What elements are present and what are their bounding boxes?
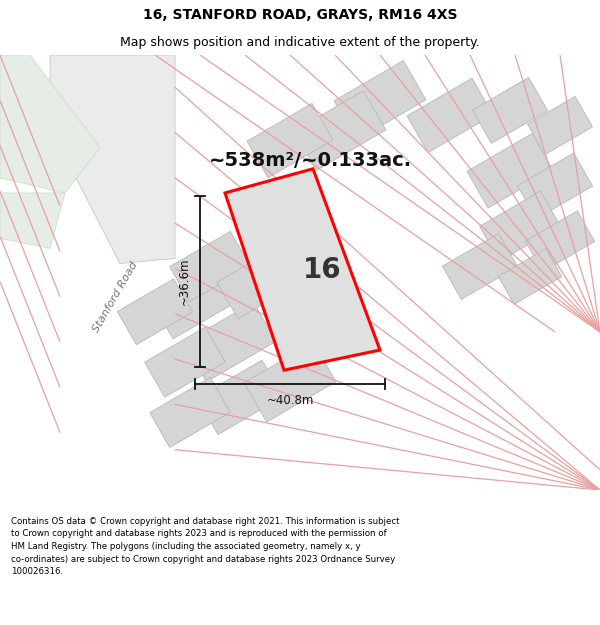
- Polygon shape: [170, 231, 250, 301]
- Polygon shape: [152, 264, 238, 339]
- Text: Stanford Road: Stanford Road: [91, 259, 139, 334]
- Polygon shape: [517, 153, 593, 219]
- Polygon shape: [0, 55, 100, 193]
- Polygon shape: [145, 327, 226, 397]
- Text: ~40.8m: ~40.8m: [266, 394, 314, 407]
- Polygon shape: [0, 193, 65, 248]
- Polygon shape: [525, 211, 595, 272]
- Text: 16, STANFORD ROAD, GRAYS, RM16 4XS: 16, STANFORD ROAD, GRAYS, RM16 4XS: [143, 8, 457, 22]
- Polygon shape: [294, 91, 386, 170]
- Polygon shape: [149, 378, 230, 448]
- Polygon shape: [498, 249, 562, 304]
- Polygon shape: [118, 279, 193, 345]
- Text: ~36.6m: ~36.6m: [178, 258, 191, 305]
- Polygon shape: [225, 169, 380, 370]
- Polygon shape: [527, 96, 593, 154]
- Polygon shape: [467, 134, 553, 208]
- Polygon shape: [197, 360, 283, 434]
- Polygon shape: [244, 342, 336, 422]
- Text: Map shows position and indicative extent of the property.: Map shows position and indicative extent…: [120, 36, 480, 49]
- Polygon shape: [247, 103, 333, 178]
- Text: 16: 16: [303, 256, 342, 284]
- Polygon shape: [442, 234, 518, 299]
- Text: ~538m²/~0.133ac.: ~538m²/~0.133ac.: [208, 151, 412, 170]
- Polygon shape: [217, 244, 303, 319]
- Polygon shape: [479, 191, 560, 261]
- Polygon shape: [184, 302, 276, 382]
- Polygon shape: [50, 55, 175, 264]
- Polygon shape: [334, 61, 426, 140]
- Polygon shape: [472, 78, 548, 143]
- Text: Contains OS data © Crown copyright and database right 2021. This information is : Contains OS data © Crown copyright and d…: [11, 517, 400, 576]
- Polygon shape: [407, 78, 493, 152]
